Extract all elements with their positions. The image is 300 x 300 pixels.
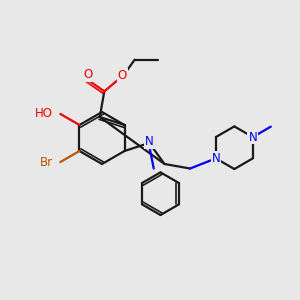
Text: N: N <box>248 130 257 144</box>
Text: HO: HO <box>35 107 53 120</box>
Text: Br: Br <box>40 155 53 169</box>
Text: O: O <box>84 68 93 81</box>
Text: N: N <box>212 152 220 165</box>
Text: O: O <box>118 69 127 82</box>
Text: N: N <box>145 136 154 148</box>
